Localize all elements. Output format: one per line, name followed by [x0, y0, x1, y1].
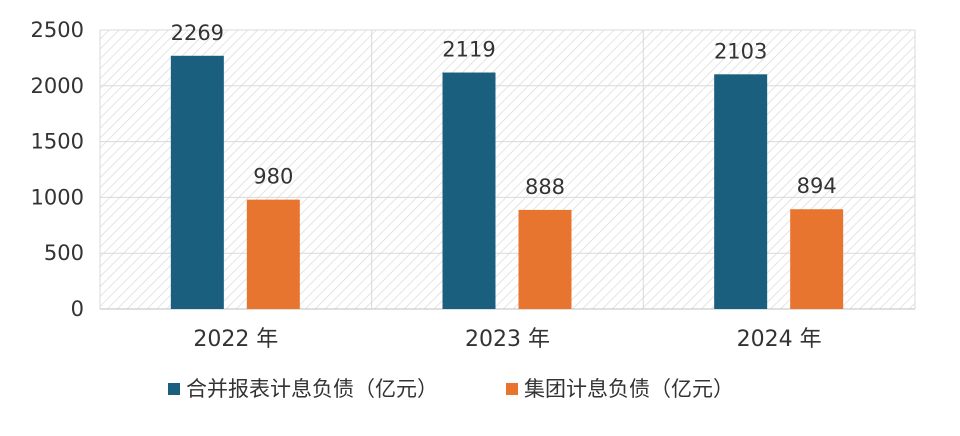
x-axis: 2022 年 2023 年 2024 年 — [193, 327, 821, 352]
y-tick-label: 500 — [44, 241, 84, 265]
y-tick-label: 1500 — [31, 130, 84, 154]
bar-series1-1 — [170, 55, 224, 309]
y-tick-label: 2500 — [31, 18, 84, 42]
bar-series2-1 — [246, 199, 300, 309]
data-label: 980 — [253, 165, 293, 189]
y-axis: 0 500 1000 1500 2000 2500 — [31, 18, 84, 321]
legend-label: 集团计息负债（亿元） — [524, 377, 734, 401]
y-tick-label: 2000 — [31, 74, 84, 98]
y-tick-label: 0 — [71, 297, 84, 321]
data-label: 894 — [797, 174, 837, 198]
legend-label: 合并报表计息负债（亿元） — [186, 377, 438, 401]
legend-swatch-series1 — [168, 383, 180, 395]
bar-series1-2 — [442, 72, 496, 310]
legend-swatch-series2 — [506, 383, 518, 395]
data-label: 888 — [525, 175, 565, 199]
data-label: 2119 — [442, 38, 495, 62]
legend: 合并报表计息负债（亿元） 集团计息负债（亿元） — [168, 377, 734, 401]
plot-background — [100, 30, 915, 309]
gridlines — [99, 29, 916, 310]
x-tick-label: 2023 年 — [465, 327, 550, 352]
bar-series1-3 — [714, 74, 768, 309]
y-tick-label: 1000 — [31, 185, 84, 209]
data-label: 2103 — [714, 39, 767, 63]
bars — [170, 55, 844, 310]
data-label: 2269 — [171, 21, 224, 45]
bar-series2-2 — [518, 209, 572, 309]
data-labels: 2269 980 2119 888 2103 894 — [171, 21, 837, 199]
bar-series2-3 — [790, 209, 844, 309]
x-tick-label: 2024 年 — [737, 327, 822, 352]
x-tick-label: 2022 年 — [193, 327, 278, 352]
